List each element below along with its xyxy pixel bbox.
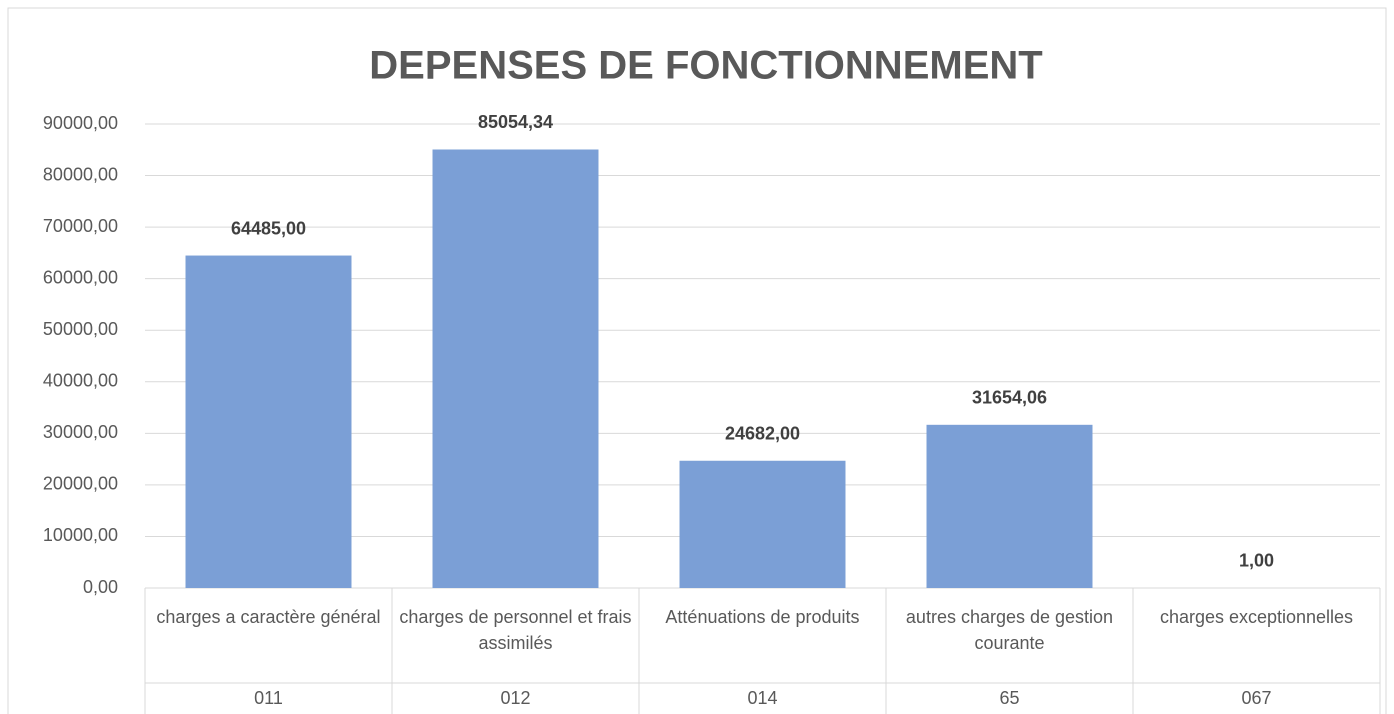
bar <box>926 424 1093 588</box>
bar <box>432 149 599 588</box>
y-tick-label: 0,00 <box>83 577 118 597</box>
x-tick-label: autres charges de gestion courante <box>905 607 1114 653</box>
category-code: 067 <box>1241 688 1272 708</box>
category-code: 011 <box>254 688 283 708</box>
bar <box>185 255 352 588</box>
data-label: 24682,00 <box>725 424 800 444</box>
data-label: 85054,34 <box>478 112 553 132</box>
y-tick-label: 80000,00 <box>43 164 118 184</box>
chart-title: DEPENSES DE FONCTIONNEMENT <box>369 44 1042 88</box>
x-tick-label: Atténuations de produits <box>665 607 860 627</box>
data-label: 64485,00 <box>231 218 306 238</box>
y-tick-label: 40000,00 <box>43 371 118 391</box>
category-code: 65 <box>999 688 1020 708</box>
y-tick-label: 90000,00 <box>43 113 118 133</box>
data-label: 31654,06 <box>972 388 1047 408</box>
category-code: 012 <box>500 688 531 708</box>
x-tick-label: charges exceptionnelles <box>1159 607 1354 627</box>
x-tick-label: charges a caractère général <box>156 607 381 627</box>
y-tick-label: 10000,00 <box>43 525 118 545</box>
bar <box>679 460 846 588</box>
y-tick-label: 60000,00 <box>43 267 118 287</box>
y-tick-label: 50000,00 <box>43 319 118 339</box>
category-code: 014 <box>747 688 778 708</box>
x-tick-label: charges de personnel et frais assimilés <box>399 607 632 653</box>
y-tick-label: 30000,00 <box>43 422 118 442</box>
chart-frame <box>7 7 1387 714</box>
data-label: 1,00 <box>1239 551 1274 571</box>
y-tick-label: 20000,00 <box>43 474 118 494</box>
y-tick-label: 70000,00 <box>43 216 118 236</box>
